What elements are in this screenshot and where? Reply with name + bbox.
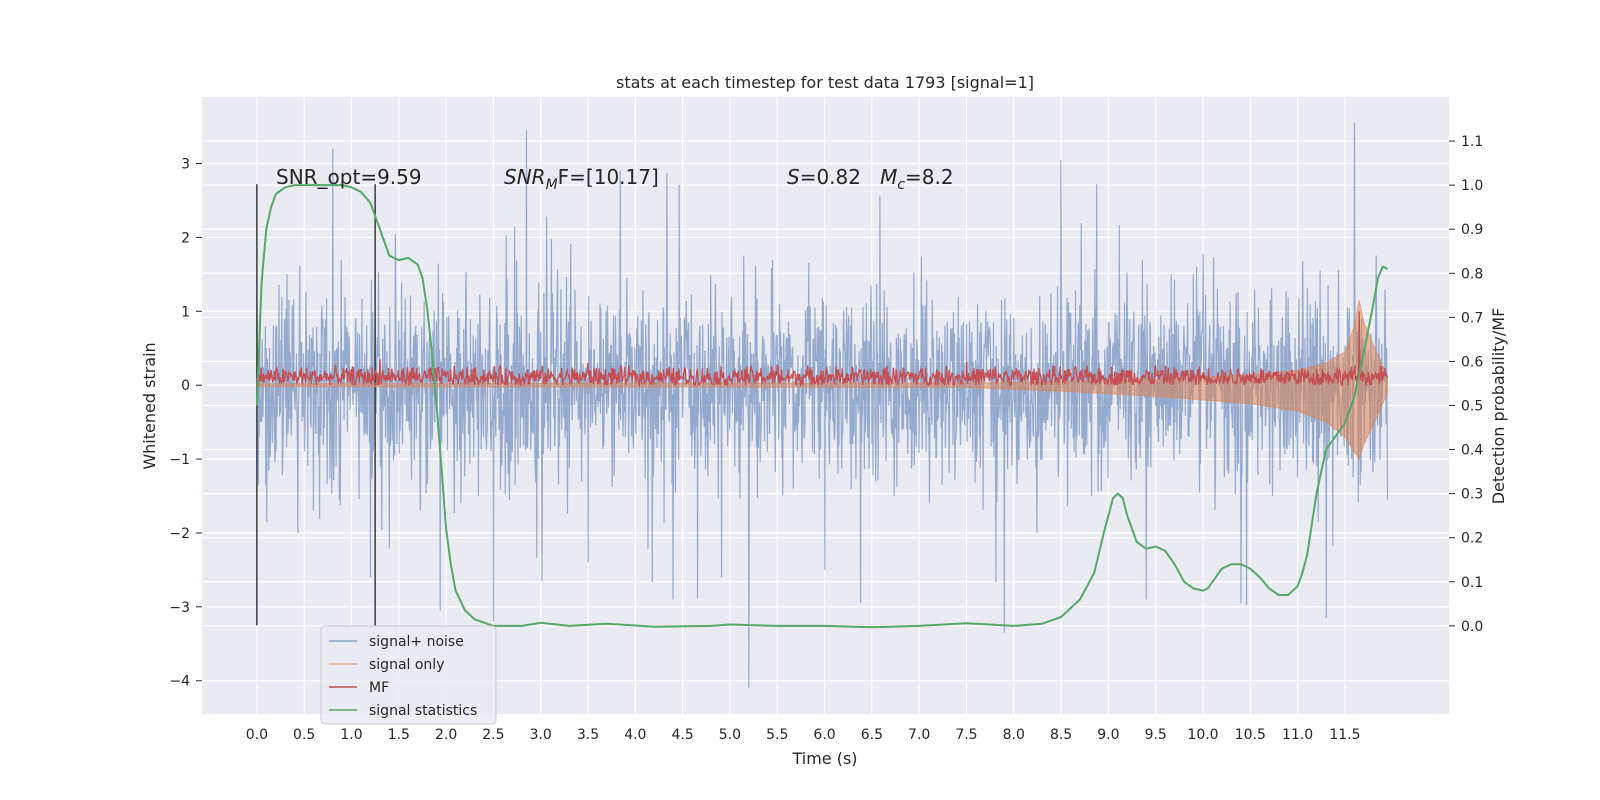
x-tick-label: 0.0 — [246, 727, 268, 743]
y-right-tick-label: 1.0 — [1461, 178, 1483, 194]
series-signal-only-band — [256, 300, 1389, 461]
series-signal-noise-line — [256, 122, 1389, 689]
s-mc-annotation: S=0.82 Mc=8.2 — [787, 165, 954, 193]
x-tick-label: 10.5 — [1235, 727, 1266, 743]
y-tick-label: 3 — [181, 157, 190, 173]
s-math: S — [787, 165, 800, 189]
annotation-layer: SNR_opt=9.59 SNRMF=[10.17] S=0.82 Mc=8.2 — [276, 165, 954, 193]
x-tick-label: 9.5 — [1145, 727, 1167, 743]
x-tick-label: 8.5 — [1050, 727, 1072, 743]
y-right-tick-label: 0.2 — [1461, 531, 1483, 547]
data-layer — [255, 184, 1389, 629]
x-tick-label: 2.0 — [435, 727, 457, 743]
series-signal-statistics-line — [255, 184, 1388, 629]
y-right-tick-label: 0.1 — [1461, 575, 1483, 591]
legend-label-signal-statistics: signal statistics — [369, 703, 477, 719]
y-tick-label: 2 — [181, 230, 190, 246]
y-right-tick-label: 1.1 — [1461, 134, 1483, 150]
mc-value: =8.2 — [905, 165, 954, 189]
y-right-tick-label: 0.8 — [1461, 266, 1483, 282]
x-tick-label: 10.0 — [1187, 727, 1218, 743]
snr-mf-rest: F=[10.17] — [558, 165, 659, 189]
mc-sub: c — [897, 177, 905, 193]
snr-mf-sub: M — [546, 177, 558, 193]
mc-math: M — [880, 165, 897, 189]
y-right-tick-label: 0.5 — [1461, 399, 1483, 415]
legend-box — [320, 625, 497, 725]
y-tick-label: 0 — [181, 378, 190, 394]
y-tick-label: −2 — [169, 526, 190, 542]
series-mf-line — [256, 311, 1389, 388]
y-tick-label: −1 — [169, 452, 190, 468]
x-tick-label: 9.0 — [1097, 727, 1119, 743]
x-tick-label: 3.0 — [530, 727, 552, 743]
legend: signal+ noise signal only MF signal stat… — [320, 625, 497, 725]
legend-label-signal-only: signal only — [369, 657, 444, 673]
x-tick-label: 4.5 — [672, 727, 694, 743]
x-tick-label: 8.0 — [1003, 727, 1025, 743]
x-tick-label: 7.0 — [908, 727, 930, 743]
y-axis-label: Whitened strain — [140, 342, 159, 469]
legend-label-signal-noise: signal+ noise — [369, 634, 464, 650]
x-axis-label: Time (s) — [791, 749, 857, 768]
y-right-tick-label: 0.4 — [1461, 443, 1483, 459]
x-tick-label: 6.0 — [813, 727, 835, 743]
x-tick-label: 11.5 — [1329, 727, 1360, 743]
y-right-axis-label: Detection probability/MF — [1489, 308, 1508, 505]
s-value: =0.82 — [800, 165, 880, 189]
y-right-tick-label: 0.0 — [1461, 619, 1483, 635]
chart-title: stats at each timestep for test data 179… — [616, 73, 1034, 92]
x-tick-label: 6.5 — [861, 727, 883, 743]
x-tick-label: 4.0 — [624, 727, 646, 743]
legend-label-mf: MF — [369, 680, 389, 696]
y-right-tick-label: 0.3 — [1461, 487, 1483, 503]
y-tick-label: −3 — [169, 600, 190, 616]
x-tick-label: 5.0 — [719, 727, 741, 743]
x-tick-label: 3.5 — [577, 727, 599, 743]
snr-mf-math: SNR — [504, 165, 546, 189]
tick-layer: 0.0 0.5 1.0 1.5 2.0 2.5 3.0 3.5 4.0 4.5 5.0 5.5 6.0 6… — [169, 134, 1483, 743]
x-tick-label: 11.0 — [1282, 727, 1313, 743]
noise-layer — [256, 122, 1389, 689]
y-right-tick-label: 0.6 — [1461, 354, 1483, 370]
snr-opt-annotation: SNR_opt=9.59 — [276, 165, 422, 189]
snr-mf-annotation: SNRMF=[10.17] — [504, 165, 659, 193]
x-tick-label: 1.0 — [340, 727, 362, 743]
x-tick-label: 5.5 — [766, 727, 788, 743]
x-tick-label: 7.5 — [955, 727, 977, 743]
x-tick-label: 2.5 — [482, 727, 504, 743]
x-tick-label: 1.5 — [388, 727, 410, 743]
y-tick-label: 1 — [181, 304, 190, 320]
x-tick-label: 0.5 — [293, 727, 315, 743]
y-tick-label: −4 — [169, 674, 190, 690]
y-right-tick-label: 0.9 — [1461, 222, 1483, 238]
y-right-tick-label: 0.7 — [1461, 310, 1483, 326]
